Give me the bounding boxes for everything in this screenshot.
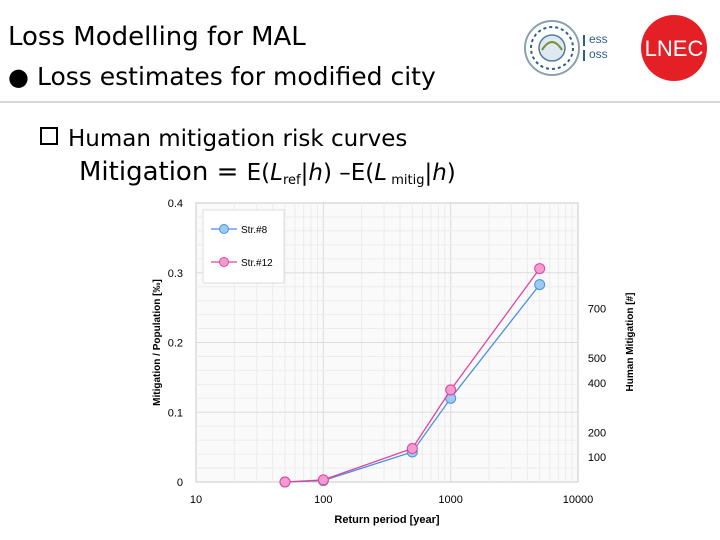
lnec-logo-text: LNEC xyxy=(645,36,704,61)
y2-tick-label: 700 xyxy=(588,303,606,315)
y2-tick-label: 200 xyxy=(588,427,606,439)
square-bullet-icon xyxy=(40,127,58,145)
series-2-point xyxy=(445,384,457,396)
y-axis-label: Mitigation / Population [‰] xyxy=(152,279,163,406)
series-2-point xyxy=(406,443,418,455)
series-2-point xyxy=(317,474,329,486)
sub-bullet-text: Human mitigation risk curves xyxy=(68,126,408,152)
y-tick-label: 0.2 xyxy=(168,338,183,350)
formula-l1: L xyxy=(270,160,283,186)
formula-bar1: | xyxy=(300,160,309,186)
legend-marker-1 xyxy=(219,224,229,234)
main-bullet: ● Loss estimates for modified city xyxy=(8,62,436,91)
formula-close: ) xyxy=(446,160,456,186)
y2-tick-label: 400 xyxy=(588,378,606,390)
lnec-logo: LNEC xyxy=(641,15,707,81)
legend-label: Str.#12 xyxy=(241,258,273,269)
legend-label: Str.#8 xyxy=(241,225,268,236)
logos: ess oss LNEC xyxy=(524,15,707,81)
formula-sub2: mitig xyxy=(387,173,425,188)
y-tick-label: 0 xyxy=(177,477,183,489)
x-tick-label: 10 xyxy=(190,494,202,506)
legend-box xyxy=(202,209,285,284)
sub-bullet: Human mitigation risk curves xyxy=(40,126,407,152)
series-1-point xyxy=(534,279,546,291)
x-tick-label: 1000 xyxy=(438,494,462,506)
legend-marker-2 xyxy=(219,257,229,267)
formula: Mitigation = E(Lref|h) –E(L mitig|h) xyxy=(79,157,456,188)
formula-e1-open: E( xyxy=(246,160,271,186)
y-tick-label: 0.3 xyxy=(168,268,183,280)
series-2-point xyxy=(279,476,291,488)
formula-h2: h xyxy=(432,160,447,186)
formula-lhs: Mitigation = xyxy=(79,157,247,187)
formula-mid: ) –E( xyxy=(322,160,375,186)
header-divider xyxy=(0,101,720,103)
project-logo-line-2: oss xyxy=(589,47,608,61)
formula-sub1: ref xyxy=(282,173,301,188)
y2-tick-label: 500 xyxy=(588,353,606,365)
bullet-dot-icon: ● xyxy=(8,63,29,91)
y2-tick-label: 100 xyxy=(588,452,606,464)
x-tick-label: 100 xyxy=(314,494,332,506)
x-axis-label: Return period [year] xyxy=(334,514,439,526)
y-tick-label: 0.1 xyxy=(168,407,183,419)
formula-rhs: E(Lref|h) –E(L mitig|h) xyxy=(246,160,456,188)
project-logo: ess oss xyxy=(524,20,608,76)
formula-h1: h xyxy=(308,160,323,186)
y2-axis-label: Human Mitigation [#] xyxy=(625,293,636,392)
x-tick-label: 10000 xyxy=(563,494,594,506)
series-2-point xyxy=(534,263,546,275)
page-title: Loss Modelling for MAL xyxy=(8,22,306,52)
formula-bar2: | xyxy=(424,160,433,186)
formula-l2: L xyxy=(374,160,388,186)
y-tick-label: 0.4 xyxy=(168,198,183,210)
main-bullet-text: Loss estimates for modified city xyxy=(36,62,436,91)
project-logo-line-1: ess xyxy=(589,32,608,46)
